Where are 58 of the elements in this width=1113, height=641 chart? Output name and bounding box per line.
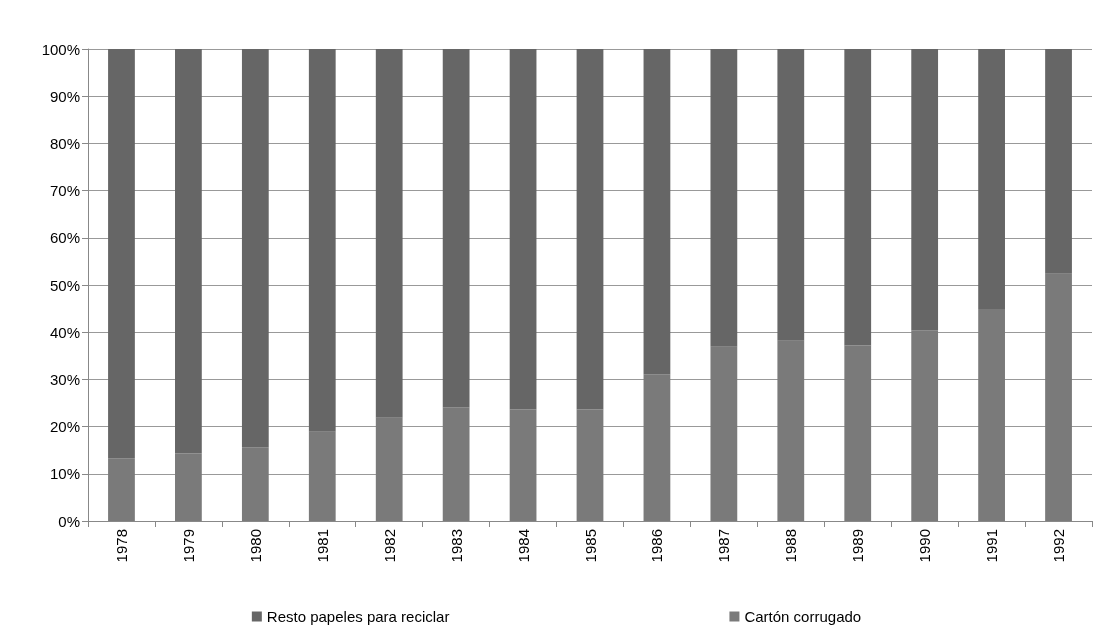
x-tick-label: 1989: [849, 529, 867, 563]
y-tick-label: 0%: [58, 512, 80, 530]
y-tick-label: 30%: [49, 370, 80, 388]
bar: [442, 407, 470, 521]
bar: [844, 49, 872, 346]
bar: [108, 49, 135, 459]
y-tick-label: 90%: [49, 87, 80, 105]
y-tick-label: 80%: [49, 134, 80, 152]
bar: [710, 49, 738, 347]
bar: [241, 49, 269, 448]
bar: [241, 447, 269, 521]
bar: [643, 374, 671, 521]
bar: [442, 49, 470, 408]
bar: [978, 49, 1005, 310]
x-tick-label: 1984: [514, 529, 532, 563]
x-tick-label: 1986: [648, 529, 666, 563]
x-tick-label: 1988: [782, 529, 800, 563]
bar: [576, 49, 604, 410]
bar: [509, 49, 537, 410]
bar: [108, 458, 135, 521]
x-tick-label: 1990: [916, 529, 934, 563]
bar: [509, 409, 537, 521]
y-tick-label: 60%: [49, 229, 80, 247]
x-tick-label: 1987: [715, 529, 733, 563]
x-tick-label: 1981: [313, 529, 331, 563]
y-tick-label: 70%: [49, 182, 80, 200]
bar: [1045, 49, 1072, 274]
x-tick-label: 1978: [112, 529, 130, 563]
x-tick-label: 1982: [380, 529, 398, 563]
bar: [978, 309, 1005, 521]
y-tick-label: 50%: [49, 276, 80, 294]
bar: [844, 345, 872, 521]
y-tick-label: 20%: [49, 418, 80, 436]
bar: [643, 49, 671, 375]
x-tick-label: 1979: [179, 529, 197, 563]
y-tick-label: 100%: [41, 40, 80, 58]
bar: [911, 49, 939, 331]
x-tick-label: 1991: [983, 529, 1001, 563]
x-tick-label: 1980: [246, 529, 264, 563]
bar: [1045, 273, 1072, 521]
bar: [175, 49, 202, 454]
legend-label: Cartón corrugado: [744, 608, 862, 625]
legend-label: Resto papeles para reciclar: [266, 608, 450, 625]
bar: [375, 49, 403, 418]
bar: [710, 346, 738, 521]
x-tick-label: 1983: [447, 529, 465, 563]
bar: [375, 417, 403, 521]
bar: [175, 453, 202, 521]
x-tick-label: 1985: [581, 529, 599, 563]
bar: [308, 49, 336, 432]
bar: [777, 340, 805, 521]
x-tick-label: 1992: [1050, 529, 1068, 563]
bar: [308, 431, 336, 521]
bar: [777, 49, 805, 341]
y-tick-label: 10%: [49, 465, 80, 483]
bar: [911, 330, 939, 521]
y-tick-label: 40%: [49, 323, 80, 341]
bar: [576, 409, 604, 521]
